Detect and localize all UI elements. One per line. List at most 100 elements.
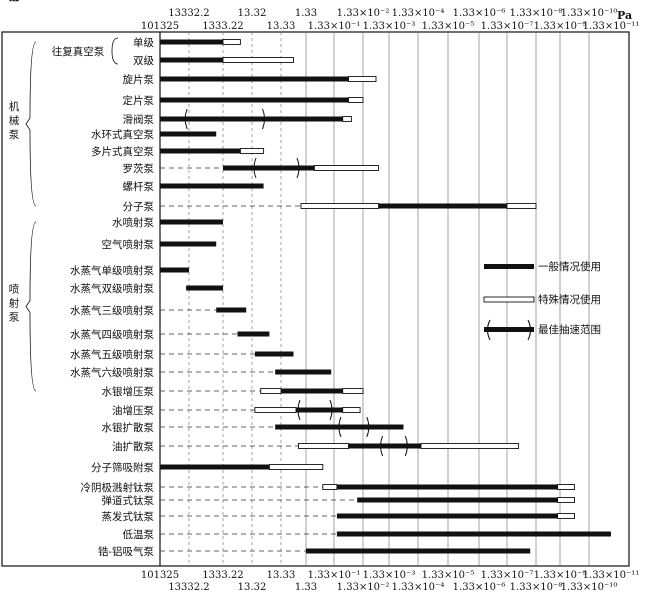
bottom-tick-label: 1.33×10⁻⁴ xyxy=(392,582,445,593)
group-brace xyxy=(25,221,37,392)
row-label: 水蒸气四级喷射泵 xyxy=(70,328,154,341)
legend-optimal-swatch xyxy=(484,327,534,332)
row-label: 水蒸气双级喷射泵 xyxy=(70,282,154,295)
row-label: 水环式真空泵 xyxy=(91,128,154,141)
group-labels: 机械泵喷射泵其他泵往复真空泵 xyxy=(9,0,119,392)
row-label: 螺杆泵 xyxy=(123,180,155,193)
bar-general xyxy=(281,388,343,394)
bar-general xyxy=(160,39,223,45)
bar-general xyxy=(160,183,264,189)
group-label-char: 机 xyxy=(9,100,20,113)
bar-general xyxy=(160,464,270,470)
group-label-char: 他 xyxy=(9,0,20,3)
top-tick-label: 1.33×10⁻¹ xyxy=(308,21,361,32)
top-tick-label: 1.33×10⁻⁸ xyxy=(510,8,563,19)
row-label: 旋片泵 xyxy=(123,73,155,86)
optimal-bracket-left xyxy=(338,416,342,438)
bar-general xyxy=(336,531,611,537)
bar-general xyxy=(275,369,332,375)
optimal-bracket-right xyxy=(262,108,265,130)
outer-border xyxy=(1,31,630,567)
bar-general xyxy=(186,285,223,291)
bar-general xyxy=(223,165,315,171)
bar-general xyxy=(306,548,531,554)
unit-label: Pa xyxy=(617,9,632,22)
row-label: 油增压泵 xyxy=(112,404,154,417)
optimal-bracket-left xyxy=(297,399,301,421)
group-label-char: 其 xyxy=(9,0,20,3)
bar-general xyxy=(357,497,558,503)
top-tick-label: 13.33 xyxy=(267,21,296,32)
group-label-char: 喷 xyxy=(9,284,20,296)
row-label: 定片泵 xyxy=(123,94,155,107)
subgroup-label: 往复真空泵 xyxy=(52,45,105,58)
optimal-bracket-right xyxy=(329,399,333,421)
bar-special xyxy=(557,497,575,503)
group-brace xyxy=(25,41,37,207)
bottom-tick-label: 1.33×10⁻³ xyxy=(363,570,416,581)
row-label: 单级 xyxy=(133,37,154,49)
bottom-axis: 10132513332.21333.2213.3213.331.331.33×1… xyxy=(141,570,639,593)
legend-bracket-right xyxy=(527,319,532,341)
optimal-bracket-right xyxy=(296,157,300,179)
top-tick-label: 1.33×10⁻⁵ xyxy=(422,21,475,32)
bar-special xyxy=(342,407,361,413)
bottom-tick-label: 1.33×10⁻⁶ xyxy=(453,582,506,593)
row-label: 低温泵 xyxy=(123,528,155,541)
bar-general xyxy=(160,131,217,137)
bar-special xyxy=(222,39,241,45)
bottom-tick-label: 13332.2 xyxy=(168,582,209,593)
row-label: 油扩散泵 xyxy=(112,440,154,453)
group-label-char: 泵 xyxy=(9,0,20,3)
row-label: 多片式真空泵 xyxy=(91,145,154,158)
row-label: 水银扩散泵 xyxy=(102,421,155,434)
top-tick-label: 1.33 xyxy=(295,8,317,19)
bottom-tick-label: 101325 xyxy=(141,570,179,581)
optimal-bracket-right xyxy=(404,435,408,457)
bottom-tick-label: 13.32 xyxy=(238,582,267,593)
row-label: 水蒸气五级喷射泵 xyxy=(70,348,154,361)
bar-general xyxy=(160,116,343,122)
range-bars xyxy=(160,39,611,554)
optimal-bracket-left xyxy=(380,435,384,457)
top-tick-label: 13332.2 xyxy=(168,8,209,19)
row-label: 分子筛吸附泵 xyxy=(91,461,154,474)
top-tick-label: 1.33×10⁻³ xyxy=(363,21,416,32)
top-tick-label: 1.33×10⁻⁷ xyxy=(481,21,534,32)
row-label: 罗茨泵 xyxy=(123,162,155,175)
bottom-tick-label: 1.33×10⁻⁵ xyxy=(422,570,475,581)
bar-special xyxy=(348,97,364,103)
bar-general xyxy=(160,57,223,63)
bar-special xyxy=(298,443,349,449)
row-label: 双级 xyxy=(133,55,154,67)
group-label-char: 射 xyxy=(9,297,20,310)
row-label: 冷阴极溅射钛泵 xyxy=(81,481,155,494)
legend-label: 特殊情况使用 xyxy=(538,293,601,306)
top-tick-label: 1333.22 xyxy=(202,21,243,32)
bar-general xyxy=(348,443,421,449)
bar-special xyxy=(506,203,537,209)
group-label-char: 泵 xyxy=(9,312,20,324)
bar-general xyxy=(336,513,558,519)
bar-special xyxy=(313,165,380,171)
bar-general xyxy=(216,307,247,313)
bottom-tick-label: 1.33 xyxy=(295,582,317,593)
bar-special xyxy=(268,464,324,470)
top-tick-label: 1.33×10⁻⁶ xyxy=(453,8,506,19)
bar-special xyxy=(348,76,377,82)
bar-general xyxy=(160,97,349,103)
bar-special xyxy=(342,116,352,122)
row-label: 水蒸气六级喷射泵 xyxy=(70,366,154,379)
top-tick-label: 1.33×10⁻⁴ xyxy=(392,8,445,19)
row-labels: 单级双级旋片泵定片泵滑阀泵水环式真空泵多片式真空泵罗茨泵螺杆泵分子泵水喷射泵空气… xyxy=(70,37,154,558)
bar-general xyxy=(336,484,558,490)
bar-special xyxy=(322,484,338,490)
legend-label: 最佳抽速范围 xyxy=(538,323,601,336)
group-label-char: 泵 xyxy=(9,129,20,141)
optimal-bracket-left xyxy=(253,157,257,179)
bottom-tick-label: 1.33×10⁻¹ xyxy=(308,570,361,581)
bottom-tick-label: 1.33×10⁻⁹ xyxy=(534,570,587,581)
bar-special xyxy=(239,148,265,154)
optimal-bracket-right xyxy=(366,416,370,438)
